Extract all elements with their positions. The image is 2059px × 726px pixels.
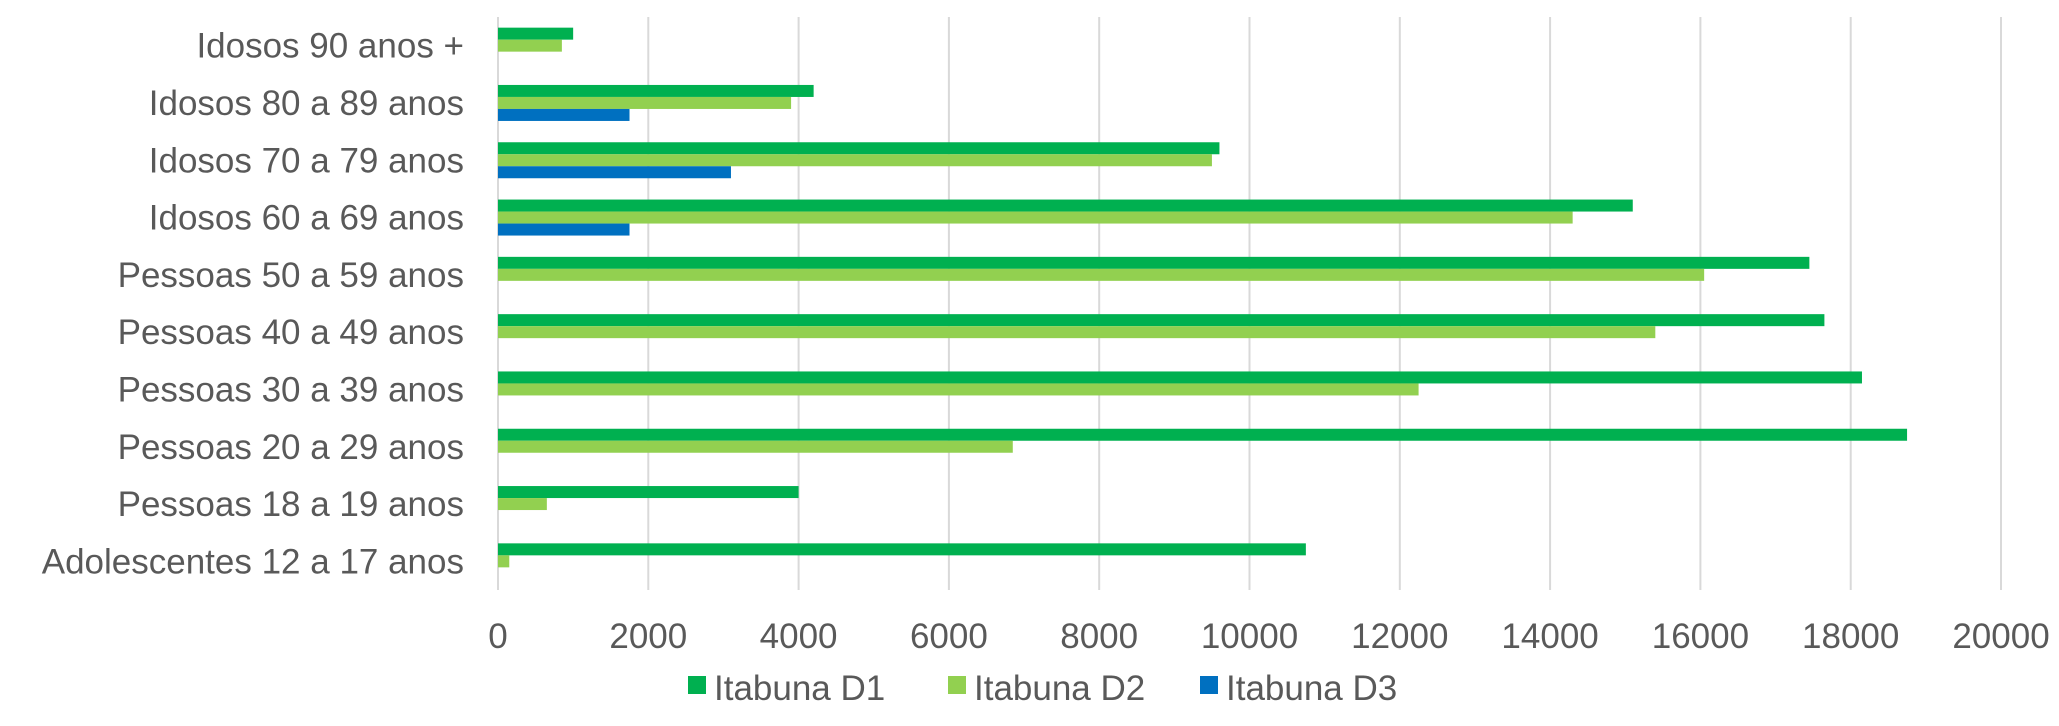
bar-itabuna-d2 bbox=[498, 211, 1573, 224]
x-tick-label: 10000 bbox=[1201, 617, 1298, 656]
x-tick-label: 4000 bbox=[760, 617, 838, 656]
legend-label: Itabuna D1 bbox=[714, 669, 885, 708]
bar-itabuna-d2 bbox=[498, 383, 1419, 396]
bar-itabuna-d1 bbox=[498, 199, 1633, 212]
bar-itabuna-d1 bbox=[498, 256, 1810, 269]
category-label: Adolescentes 12 a 17 anos bbox=[42, 542, 464, 581]
bar-itabuna-d1 bbox=[498, 543, 1306, 556]
category-label: Pessoas 40 a 49 anos bbox=[118, 313, 464, 352]
category-label: Idosos 80 a 89 anos bbox=[149, 84, 464, 123]
x-tick-label: 16000 bbox=[1652, 617, 1749, 656]
bar-itabuna-d1 bbox=[498, 142, 1220, 155]
x-tick-label: 20000 bbox=[1952, 617, 2049, 656]
bar-itabuna-d3 bbox=[498, 108, 630, 121]
bar-itabuna-d1 bbox=[498, 84, 814, 97]
category-label: Idosos 70 a 79 anos bbox=[149, 141, 464, 180]
category-labels: Adolescentes 12 a 17 anos Pessoas 18 a 19… bbox=[42, 27, 464, 582]
bar-itabuna-d2 bbox=[498, 555, 510, 568]
legend-label: Itabuna D2 bbox=[974, 669, 1145, 708]
bar-itabuna-d1 bbox=[498, 27, 574, 40]
legend-swatch bbox=[1200, 676, 1218, 694]
bar-itabuna-d2 bbox=[498, 154, 1212, 167]
bar-itabuna-d2 bbox=[498, 39, 562, 52]
x-tick-label: 6000 bbox=[910, 617, 988, 656]
x-tick-label: 8000 bbox=[1060, 617, 1138, 656]
legend-label: Itabuna D3 bbox=[1226, 669, 1397, 708]
bar-itabuna-d2 bbox=[498, 440, 1013, 453]
category-label: Pessoas 50 a 59 anos bbox=[118, 256, 464, 295]
bar-itabuna-d1 bbox=[498, 371, 1862, 384]
legend-swatch bbox=[688, 676, 706, 694]
category-label: Pessoas 20 a 29 anos bbox=[118, 428, 464, 467]
bars bbox=[498, 27, 1908, 568]
bar-itabuna-d1 bbox=[498, 428, 1908, 441]
bar-itabuna-d1 bbox=[498, 314, 1825, 327]
legend-swatch bbox=[948, 676, 966, 694]
grid bbox=[497, 17, 2002, 590]
x-tick-label: 0 bbox=[488, 617, 507, 656]
category-label: Pessoas 30 a 39 anos bbox=[118, 370, 464, 409]
category-label: Idosos 90 anos + bbox=[196, 27, 464, 66]
x-tick-label: 12000 bbox=[1351, 617, 1448, 656]
bar-itabuna-d3 bbox=[498, 223, 630, 236]
legend: Itabuna D1 Itabuna D2 Itabuna D3 bbox=[688, 669, 1397, 708]
bar-itabuna-d2 bbox=[498, 326, 1656, 339]
category-label: Idosos 60 a 69 anos bbox=[149, 199, 464, 238]
x-tick-label: 18000 bbox=[1802, 617, 1899, 656]
bar-itabuna-d2 bbox=[498, 498, 547, 511]
category-label: Pessoas 18 a 19 anos bbox=[118, 485, 464, 524]
x-tick-label: 14000 bbox=[1501, 617, 1598, 656]
bar-itabuna-d2 bbox=[498, 268, 1705, 281]
bar-itabuna-d2 bbox=[498, 96, 792, 109]
bar-itabuna-d3 bbox=[498, 166, 731, 179]
bar-itabuna-d1 bbox=[498, 486, 799, 499]
x-axis-ticks: 0 2000 4000 6000 8000 10000 12000 14000 16000 180… bbox=[488, 617, 2049, 656]
x-tick-label: 2000 bbox=[609, 617, 687, 656]
